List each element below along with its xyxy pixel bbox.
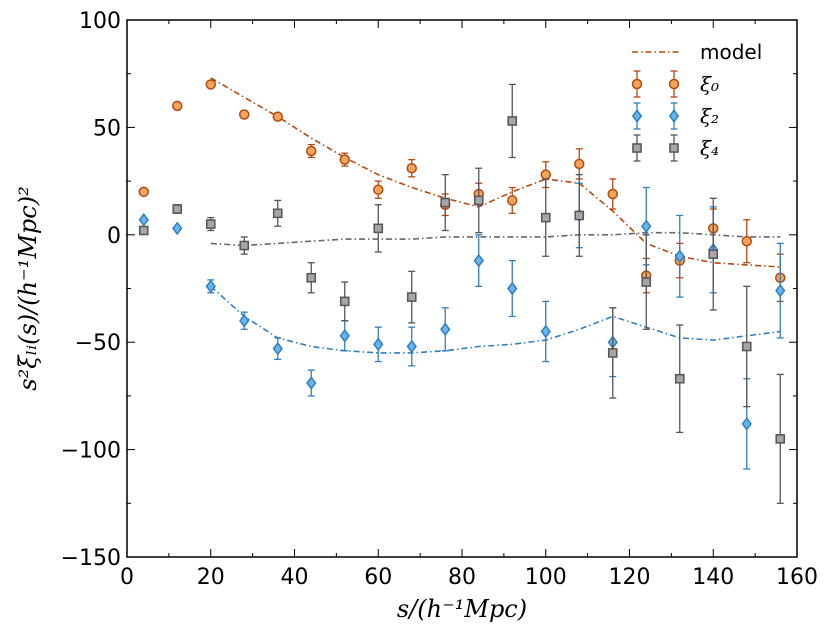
data-point [406,339,417,354]
y-tick-label: 50 [93,116,121,141]
data-point [272,208,283,219]
data-point [607,348,618,358]
data-point [507,116,518,126]
data-point [540,169,551,180]
data-point [272,111,283,122]
data-point [473,195,484,206]
data-point [775,434,786,444]
y-tick-label: −50 [75,331,121,356]
data-point [306,145,317,157]
data-point [339,154,350,165]
series-circle [138,79,786,303]
data-point [674,373,685,384]
data-point [373,184,384,195]
x-tick-label: 40 [281,565,309,590]
y-tick-label: −150 [61,546,121,571]
x-tick-label: 120 [609,565,651,590]
y-tick-label: 0 [107,224,121,249]
axis-ticks [126,19,798,558]
plot-area [138,77,786,504]
legend-label: ξ₄ [700,136,719,160]
data-point [239,240,250,251]
series-square [138,83,786,504]
legend-marker [631,109,643,123]
data-point [339,328,350,343]
legend-marker [669,143,679,153]
x-tick-label: 0 [120,565,134,590]
data-point [172,204,183,214]
data-point [741,235,752,247]
model-line [210,77,781,268]
legend-marker [668,109,680,123]
y-tick-label: 100 [79,9,121,34]
y-tick-label: −100 [61,439,121,464]
data-point [205,219,216,229]
x-tick-labels: 0 20 40 60 80 100 120 140 160 [120,565,818,590]
data-point [540,212,551,223]
data-point [373,337,384,352]
data-point [138,225,149,236]
data-point [172,221,183,236]
legend-label: ξ₀ [700,72,719,96]
data-point [674,249,685,264]
data-point [507,281,518,296]
data-point [205,279,216,294]
data-point [373,223,384,234]
model-line [210,285,781,354]
y-axis-label: s²ξₗᵢ(s)/(h⁻¹Mpc)² [14,186,42,390]
x-tick-label: 80 [448,565,476,590]
data-point [406,162,417,174]
series-diamond [138,182,786,470]
x-axis-label: s/(h⁻¹Mpc) [397,595,527,623]
data-point [440,322,451,337]
data-point [708,249,719,259]
legend-label: ξ₂ [700,104,719,128]
data-point [473,253,484,268]
model-line [210,231,781,247]
x-tick-label: 20 [197,565,225,590]
data-point [339,296,350,307]
data-point [306,376,317,390]
data-point [239,313,250,328]
data-point [641,277,652,287]
data-point [440,197,451,208]
data-point [574,158,585,170]
legend-label: model [700,40,762,64]
data-point [607,188,618,200]
data-point [272,341,283,356]
plot-frame [126,19,798,558]
data-point [138,212,149,227]
legend-marker [668,78,680,90]
x-tick-label: 140 [692,565,734,590]
data-point [406,292,417,302]
legend-marker [631,78,643,90]
data-point [138,186,149,198]
data-point [172,100,183,112]
data-point [540,324,551,339]
y-tick-labels: −150 −100 −50 0 50 100 [61,9,121,571]
legend: model ξ₀ ξ₂ ξ₄ [631,40,762,162]
data-point [507,195,518,206]
data-point [775,283,786,298]
x-tick-label: 100 [525,565,567,590]
x-tick-label: 60 [364,565,392,590]
data-point [205,79,216,90]
data-point [239,109,250,120]
legend-marker [632,143,642,153]
data-point [741,341,752,352]
data-point [574,210,585,221]
data-point [641,219,652,234]
data-point [306,272,317,283]
data-point [741,416,752,431]
x-tick-label: 160 [776,565,818,590]
